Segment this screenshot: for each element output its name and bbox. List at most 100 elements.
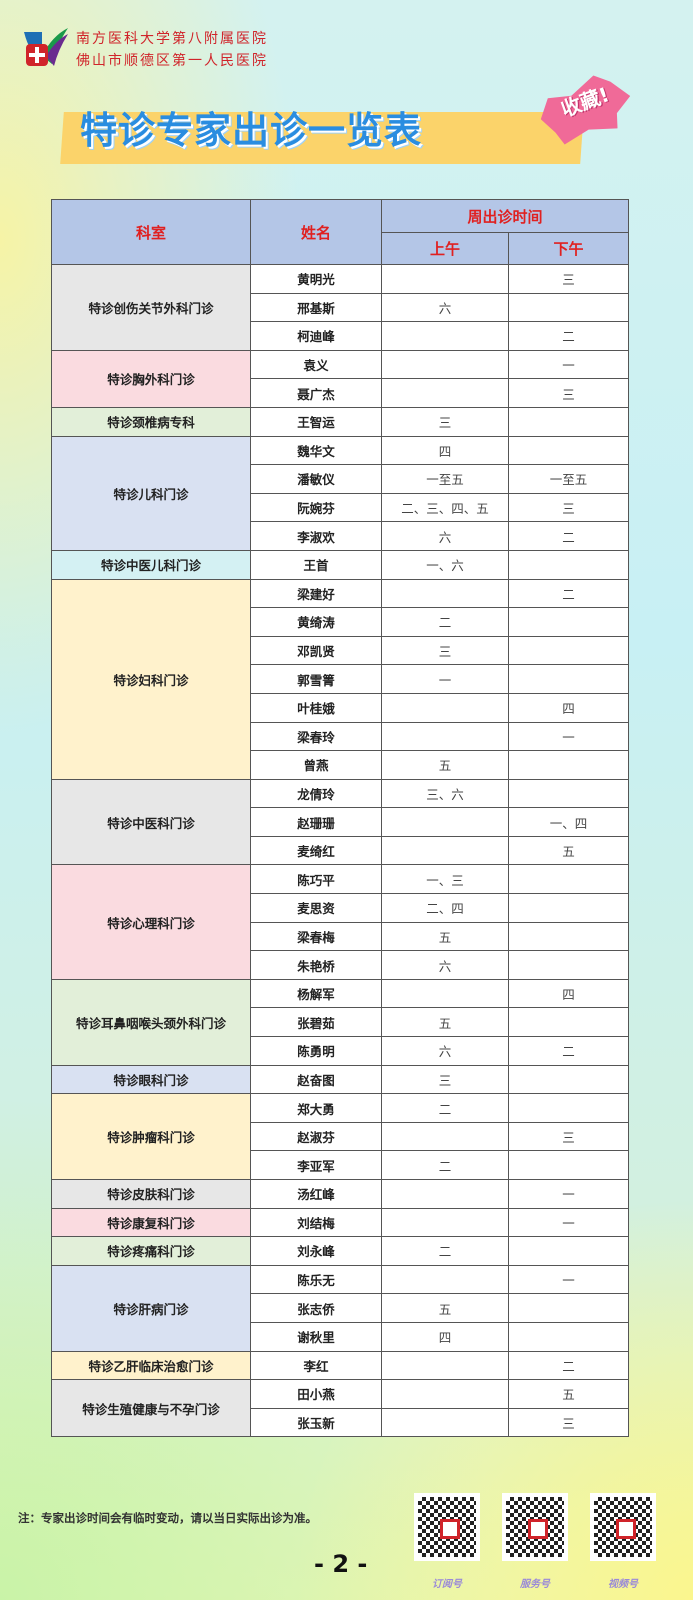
am-time-cell: 三 <box>381 1064 509 1095</box>
am-time-cell: 二 <box>381 1093 509 1123</box>
am-time-cell <box>381 349 509 380</box>
am-time-cell: 四 <box>381 435 509 466</box>
am-time-cell <box>381 1121 509 1152</box>
dept-cell: 特诊肝病门诊 <box>51 1264 251 1352</box>
table-row: 特诊儿科门诊 魏华文四 <box>51 435 629 551</box>
doctor-name-cell: 赵淑芬 <box>250 1121 382 1152</box>
doctor-name-cell: 郭雪箐 <box>250 664 382 694</box>
doctor-name-cell: 刘永峰 <box>250 1236 382 1266</box>
pm-time-cell: 三 <box>508 1407 629 1438</box>
am-time-cell: 五 <box>381 1007 509 1038</box>
doctor-name-cell: 王智运 <box>250 406 382 437</box>
doctor-name-cell: 曾燕 <box>250 750 382 780</box>
pm-time-cell: 二 <box>508 321 629 351</box>
dept-cell: 特诊心理科门诊 <box>51 864 251 980</box>
doctor-name-cell: 王首 <box>250 549 382 580</box>
am-time-cell <box>381 321 509 351</box>
am-time-cell <box>381 578 509 609</box>
table-row: 黄绮涛二 <box>52 607 629 637</box>
dept-cell: 特诊儿科门诊 <box>51 435 251 551</box>
pm-time-cell: 一 <box>508 1179 629 1209</box>
am-time-cell: 六 <box>381 950 509 980</box>
pm-time-cell: 三 <box>508 378 629 408</box>
am-time-cell: 三 <box>381 635 509 666</box>
pm-time-cell <box>508 864 629 895</box>
qr-code-video[interactable] <box>590 1493 656 1561</box>
doctor-name-cell: 张玉新 <box>250 1407 382 1438</box>
table-row: 特诊康复科门诊 刘结梅 一 <box>51 1207 629 1238</box>
header-pm: 下午 <box>508 232 629 265</box>
doctor-name-cell: 朱艳桥 <box>250 950 382 980</box>
dept-cell: 特诊疼痛科门诊 <box>51 1236 251 1266</box>
hospital-name-line2: 佛山市顺德区第一人民医院 <box>76 53 268 69</box>
doctor-name-cell: 汤红峰 <box>250 1179 382 1209</box>
pm-time-cell <box>508 1150 629 1180</box>
am-time-cell: 一至五 <box>381 464 509 494</box>
table-row: 特诊眼科门诊 赵奋图三 <box>51 1064 629 1095</box>
doctor-name-cell: 赵珊珊 <box>250 807 382 837</box>
am-time-cell <box>381 835 509 866</box>
table-row: 特诊妇科门诊 梁建好二 <box>51 578 629 780</box>
am-time-cell <box>381 1207 509 1238</box>
am-time-cell: 五 <box>381 1293 509 1323</box>
pm-time-cell <box>508 778 629 809</box>
doctor-name-cell: 田小燕 <box>250 1379 382 1409</box>
table-row: 赵淑芬 三 <box>52 1121 629 1152</box>
table-row: 特诊生殖健康与不孕门诊 田小燕 五 <box>51 1379 629 1438</box>
doctor-name-cell: 张志侨 <box>250 1293 382 1323</box>
doctor-name-cell: 聂广杰 <box>250 378 382 408</box>
doctor-name-cell: 陈勇明 <box>250 1036 382 1066</box>
header-time: 周出诊时间 <box>381 199 629 233</box>
table-row: 梁春玲 一 <box>52 721 629 752</box>
page-title: 特诊专家出诊一览表 <box>80 109 422 152</box>
doctor-name-cell: 梁建好 <box>250 578 382 609</box>
pm-time-cell <box>508 921 629 952</box>
pm-time-cell: 四 <box>508 978 629 1009</box>
doctor-name-cell: 阮婉芬 <box>250 492 382 523</box>
doctor-name-cell: 陈巧平 <box>250 864 382 895</box>
doctor-name-cell: 郑大勇 <box>250 1093 382 1123</box>
table-row: 朱艳桥六 <box>52 950 629 980</box>
hospital-logo <box>24 28 68 66</box>
pm-time-cell <box>508 1007 629 1038</box>
am-time-cell: 一 <box>381 664 509 694</box>
pm-time-cell <box>508 950 629 980</box>
am-time-cell: 六 <box>381 1036 509 1066</box>
pm-time-cell <box>508 292 629 323</box>
qr-code-service[interactable] <box>502 1493 568 1561</box>
doctor-name-cell: 麦绮红 <box>250 835 382 866</box>
am-time-cell: 六 <box>381 521 509 551</box>
table-row: 赵珊珊 一、四 <box>52 807 629 837</box>
am-time-cell <box>381 721 509 752</box>
table-row: 特诊心理科门诊 陈巧平 一、三 <box>51 864 629 980</box>
pm-time-cell <box>508 750 629 780</box>
pm-time-cell: 三 <box>508 1121 629 1152</box>
am-time-cell <box>381 978 509 1009</box>
table-row: 张碧茹五 <box>52 1007 629 1038</box>
table-row: 张玉新 三 <box>52 1407 629 1438</box>
pm-time-cell <box>508 549 629 580</box>
doctor-name-cell: 李淑欢 <box>250 521 382 551</box>
pm-time-cell: 一 <box>508 1264 629 1295</box>
dept-cell: 特诊耳鼻咽喉头颈外科门诊 <box>51 978 251 1066</box>
am-time-cell <box>381 264 509 294</box>
doctor-name-cell: 邓凯贤 <box>250 635 382 666</box>
doctor-name-cell: 黄明光 <box>250 264 382 294</box>
am-time-cell <box>381 1350 509 1381</box>
pm-time-cell <box>508 1321 629 1352</box>
pm-time-cell: 一 <box>508 1207 629 1238</box>
doctor-name-cell: 邢基斯 <box>250 292 382 323</box>
table-row: 特诊中医科门诊 龙倩玲 三、六 <box>51 778 629 866</box>
table-row: 李亚军二 <box>52 1150 629 1180</box>
table-row: 陈勇明六二 <box>52 1036 629 1066</box>
table-row: 特诊皮肤科门诊 汤红峰 一 <box>51 1179 629 1209</box>
doctor-name-cell: 杨解军 <box>250 978 382 1009</box>
am-time-cell: 一、六 <box>381 549 509 580</box>
am-time-cell: 三 <box>381 406 509 437</box>
hospital-name-line1: 南方医科大学第八附属医院 <box>76 31 268 47</box>
doctor-name-cell: 麦思资 <box>250 893 382 923</box>
table-row: 特诊中医儿科门诊 王首 一、六 <box>51 549 629 580</box>
dept-cell: 特诊生殖健康与不孕门诊 <box>51 1379 251 1438</box>
qr-code-subscription[interactable] <box>414 1493 480 1561</box>
pm-time-cell <box>508 1064 629 1095</box>
